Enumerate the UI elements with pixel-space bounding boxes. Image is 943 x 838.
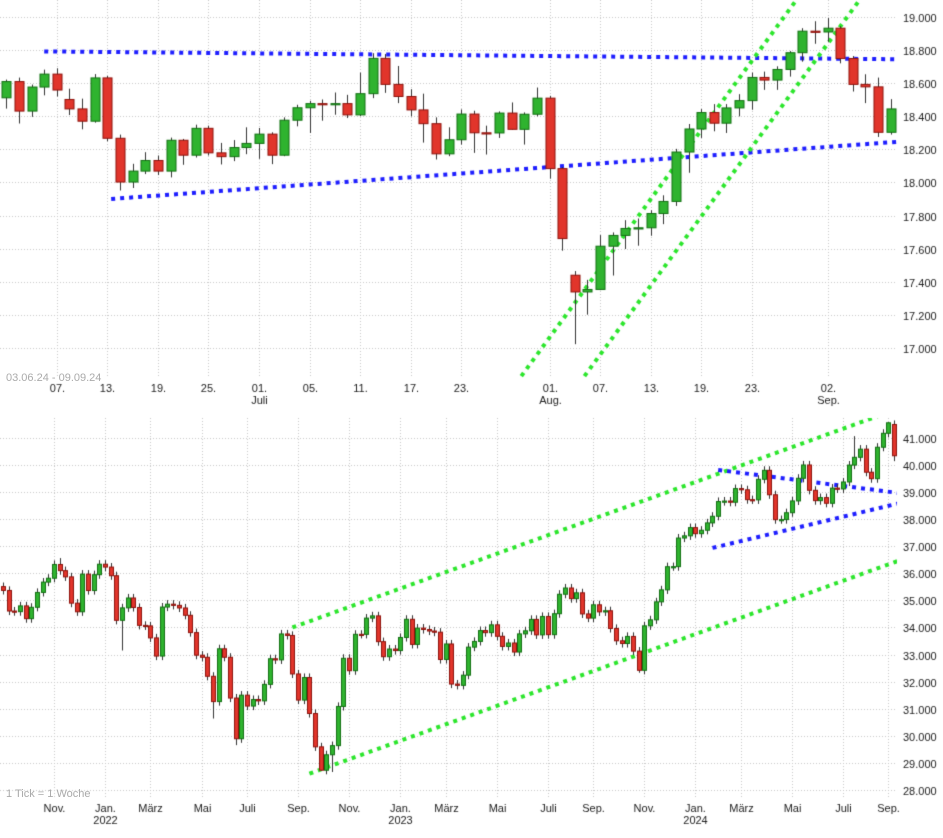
- weekly-chart-tick-label: 1 Tick = 1 Woche: [6, 788, 91, 800]
- daily-chart-period-label: 03.06.24 - 09.09.24: [6, 372, 102, 384]
